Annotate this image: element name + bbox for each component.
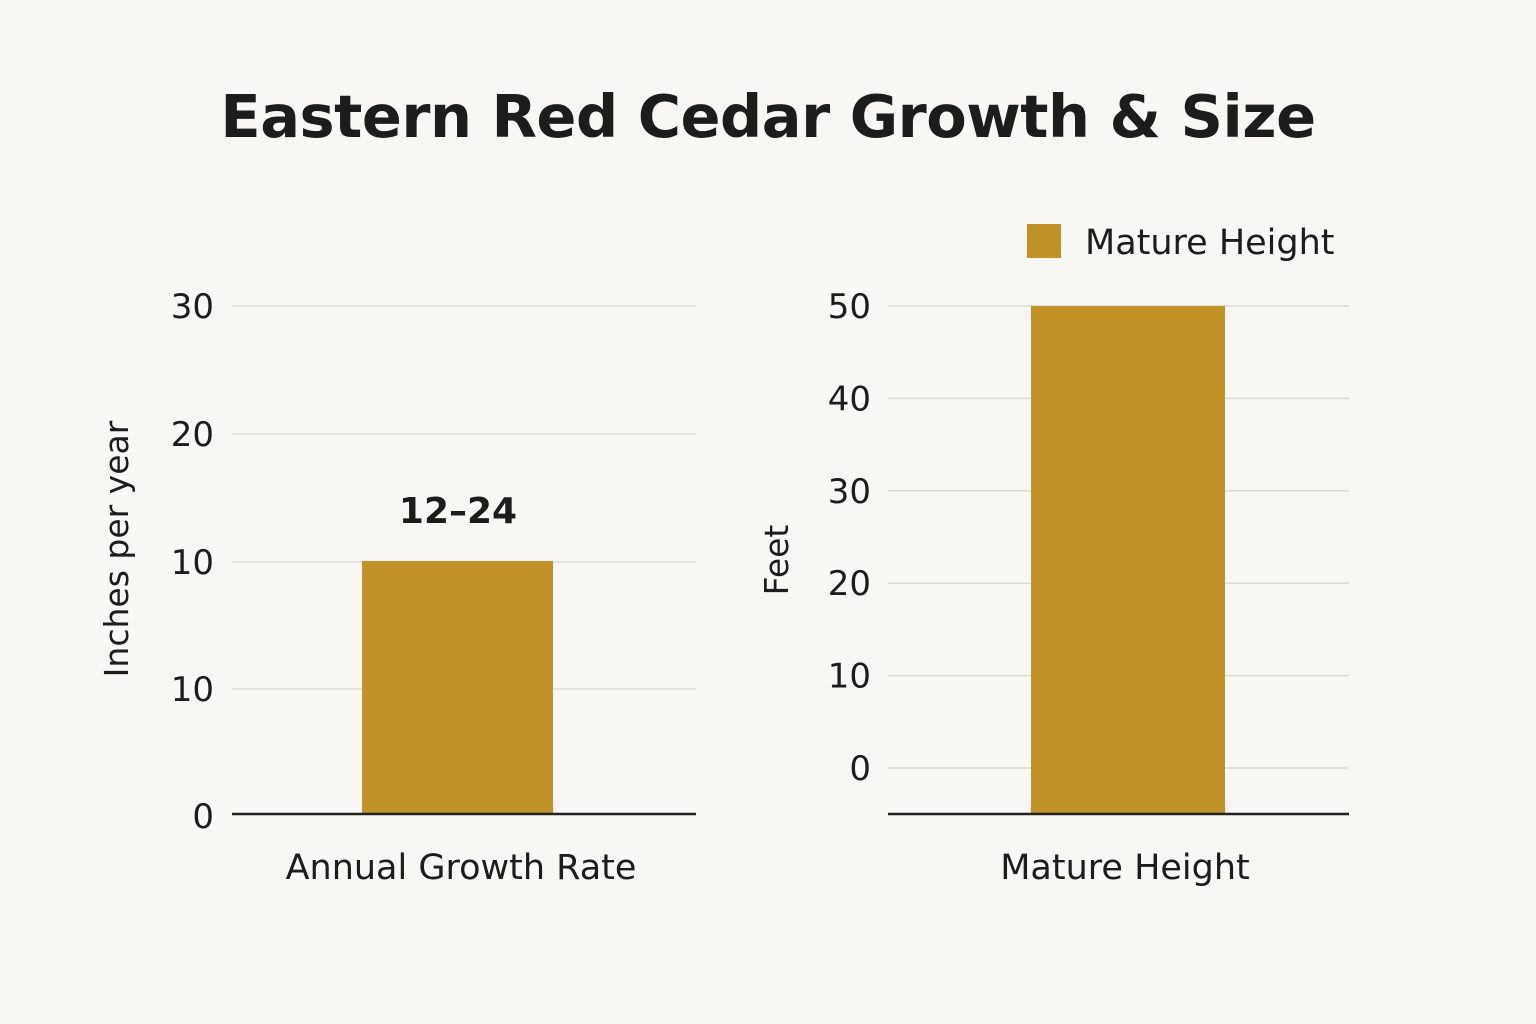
bar-mature-height <box>1031 306 1225 814</box>
bar-annual-growth-rate <box>362 561 553 814</box>
y-axis-label: Feet <box>757 525 796 596</box>
y-tick-label: 10 <box>828 657 871 697</box>
y-tick-label: 10 <box>171 543 214 583</box>
legend-label: Mature Height <box>1085 223 1335 263</box>
y-tick-label: 30 <box>171 287 214 327</box>
y-tick-label: 0 <box>849 749 871 789</box>
y-tick-label: 30 <box>828 472 871 512</box>
y-tick-label: 20 <box>828 564 871 604</box>
y-tick-label: 40 <box>828 379 871 419</box>
x-category-label: Annual Growth Rate <box>286 848 637 888</box>
x-category-label: Mature Height <box>1000 848 1250 888</box>
chart-title: Eastern Red Cedar Growth & Size <box>220 82 1316 151</box>
y-tick-label: 50 <box>828 287 871 327</box>
y-tick-label: 0 <box>192 797 214 837</box>
y-axis-label: Inches per year <box>97 420 136 677</box>
bar-data-label: 12–24 <box>399 491 517 532</box>
y-tick-label: 10 <box>171 670 214 710</box>
y-tick-label: 20 <box>171 415 214 455</box>
legend-swatch <box>1027 224 1061 258</box>
growth-rate-chart: 0 10 10 20 30 12–24 Annual Growth Rate Inches p… <box>97 287 696 888</box>
